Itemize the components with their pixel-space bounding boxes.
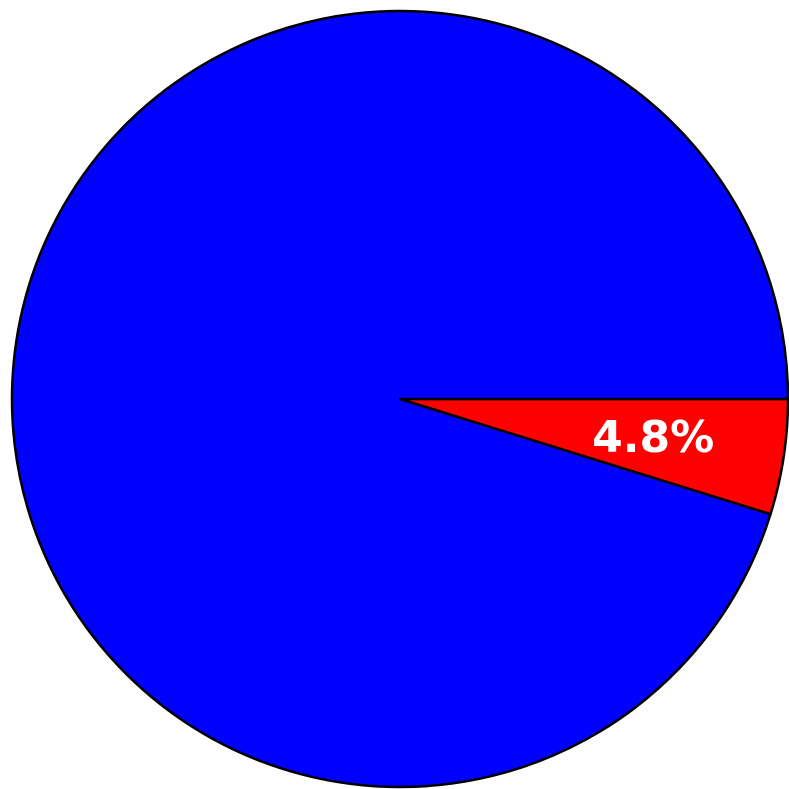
pie-slice-label-0: 4.8%	[592, 412, 714, 463]
pie-labels: 4.8%	[592, 412, 714, 463]
pie-slices	[10, 9, 789, 789]
pie-slice-1	[10, 9, 789, 789]
